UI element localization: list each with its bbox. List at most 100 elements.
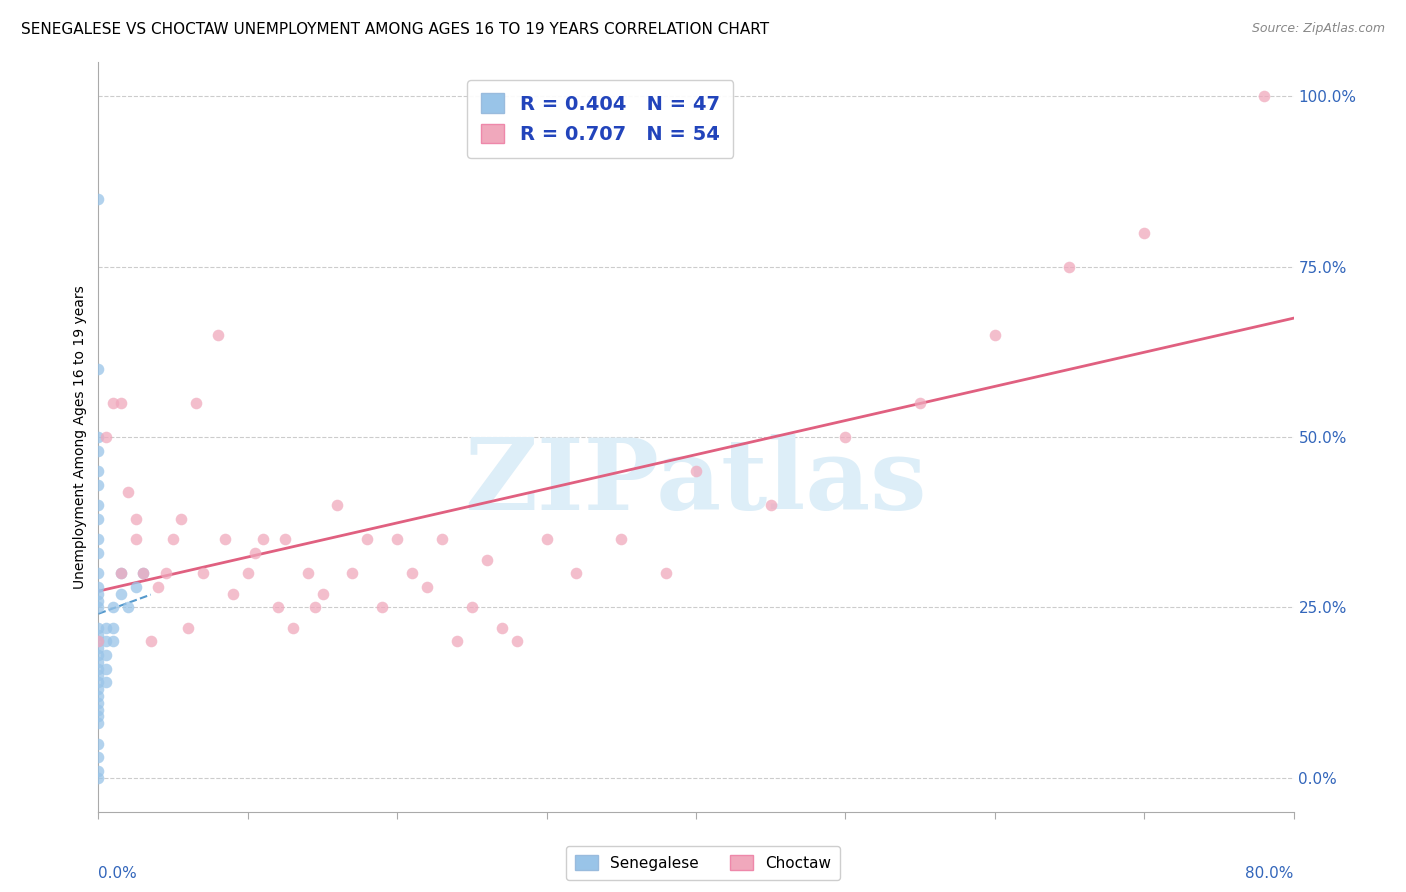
- Point: [416, 580, 439, 594]
- Point: [267, 600, 290, 615]
- Point: [1133, 226, 1156, 240]
- Point: [430, 533, 453, 547]
- Point: [1059, 260, 1081, 274]
- Point: [87, 621, 110, 635]
- Point: [87, 682, 110, 697]
- Point: [87, 430, 110, 444]
- Legend: R = 0.404   N = 47, R = 0.707   N = 54: R = 0.404 N = 47, R = 0.707 N = 54: [467, 79, 734, 158]
- Point: [245, 546, 267, 560]
- Point: [103, 621, 125, 635]
- Point: [87, 634, 110, 648]
- Point: [110, 587, 132, 601]
- Point: [87, 764, 110, 778]
- Point: [304, 600, 326, 615]
- Point: [132, 566, 155, 581]
- Point: [191, 566, 214, 581]
- Point: [87, 675, 110, 690]
- Point: [87, 737, 110, 751]
- Point: [87, 593, 110, 607]
- Point: [87, 192, 110, 206]
- Point: [110, 566, 132, 581]
- Point: [87, 641, 110, 656]
- Point: [610, 533, 633, 547]
- Point: [117, 484, 139, 499]
- Point: [87, 580, 110, 594]
- Point: [87, 498, 110, 512]
- Point: [94, 675, 117, 690]
- Point: [87, 668, 110, 682]
- Point: [87, 362, 110, 376]
- Point: [94, 648, 117, 662]
- Point: [536, 533, 558, 547]
- Text: Source: ZipAtlas.com: Source: ZipAtlas.com: [1251, 22, 1385, 36]
- Point: [110, 396, 132, 410]
- Point: [94, 621, 117, 635]
- Point: [565, 566, 588, 581]
- Point: [311, 587, 333, 601]
- Point: [117, 600, 139, 615]
- Point: [297, 566, 319, 581]
- Point: [87, 662, 110, 676]
- Point: [491, 621, 513, 635]
- Point: [281, 621, 304, 635]
- Point: [125, 512, 148, 526]
- Point: [326, 498, 349, 512]
- Point: [342, 566, 364, 581]
- Point: [139, 634, 162, 648]
- Point: [685, 464, 707, 478]
- Point: [132, 566, 155, 581]
- Point: [87, 655, 110, 669]
- Point: [371, 600, 394, 615]
- Point: [385, 533, 409, 547]
- Point: [87, 546, 110, 560]
- Text: 0.0%: 0.0%: [98, 866, 138, 881]
- Point: [125, 580, 148, 594]
- Point: [155, 566, 177, 581]
- Point: [87, 533, 110, 547]
- Point: [222, 587, 245, 601]
- Point: [401, 566, 423, 581]
- Point: [87, 512, 110, 526]
- Point: [87, 477, 110, 491]
- Point: [87, 689, 110, 703]
- Point: [87, 648, 110, 662]
- Point: [446, 634, 468, 648]
- Point: [236, 566, 259, 581]
- Point: [184, 396, 207, 410]
- Point: [87, 627, 110, 641]
- Point: [87, 587, 110, 601]
- Point: [94, 430, 117, 444]
- Point: [94, 634, 117, 648]
- Point: [87, 771, 110, 785]
- Point: [87, 600, 110, 615]
- Point: [87, 716, 110, 731]
- Point: [655, 566, 678, 581]
- Point: [110, 566, 132, 581]
- Point: [87, 750, 110, 764]
- Point: [103, 634, 125, 648]
- Legend: Senegalese, Choctaw: Senegalese, Choctaw: [567, 846, 839, 880]
- Point: [1253, 89, 1275, 103]
- Point: [87, 702, 110, 716]
- Point: [87, 464, 110, 478]
- Point: [162, 533, 184, 547]
- Point: [274, 533, 297, 547]
- Y-axis label: Unemployment Among Ages 16 to 19 years: Unemployment Among Ages 16 to 19 years: [73, 285, 87, 589]
- Point: [984, 327, 1007, 342]
- Point: [87, 566, 110, 581]
- Point: [87, 696, 110, 710]
- Point: [252, 533, 274, 547]
- Point: [461, 600, 484, 615]
- Point: [207, 327, 229, 342]
- Point: [834, 430, 856, 444]
- Point: [87, 443, 110, 458]
- Point: [214, 533, 236, 547]
- Point: [356, 533, 378, 547]
- Text: ZIPatlas: ZIPatlas: [465, 434, 927, 531]
- Point: [87, 709, 110, 723]
- Point: [506, 634, 529, 648]
- Point: [87, 634, 110, 648]
- Text: 80.0%: 80.0%: [1246, 866, 1294, 881]
- Point: [908, 396, 931, 410]
- Point: [169, 512, 191, 526]
